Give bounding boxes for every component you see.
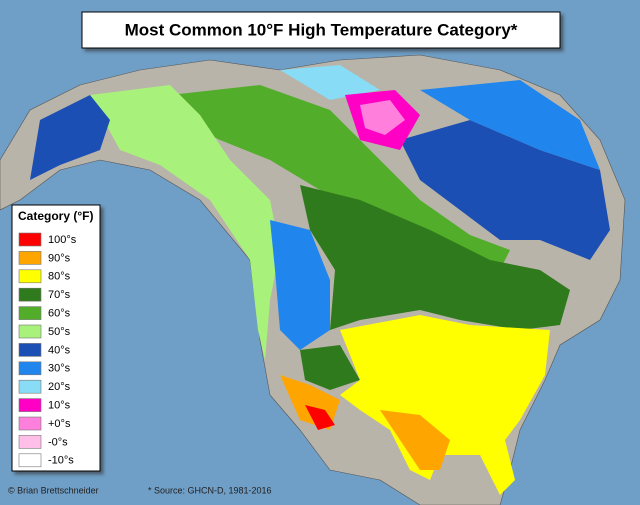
legend-swatch [18,343,42,357]
legend-swatch [18,416,42,431]
legend-label: 30°s [48,363,71,375]
category-region [400,120,610,260]
legend-label: 10°s [48,400,71,412]
legend-label: 100°s [48,234,77,246]
category-region [170,85,510,270]
legend-swatch [18,398,42,412]
legend-swatch [18,269,42,284]
legend-label: -0°s [48,436,68,448]
legend-swatch [18,232,42,247]
legend-label: 80°s [48,271,71,283]
legend-swatch [18,287,42,302]
legend-label: 20°s [48,381,71,393]
category-region [90,85,280,360]
legend-label: 60°s [48,308,71,320]
legend-swatch [18,251,42,265]
legend-swatch [18,361,42,376]
category-region [280,65,380,100]
legend-label: -10°s [48,455,74,467]
legend-label: 90°s [48,252,71,264]
legend-title: Category (°F) [18,209,93,223]
credit: © Brian Brettschneider [8,485,99,495]
category-region [360,100,405,135]
category-region [420,80,600,170]
source: * Source: GHCN-D, 1981-2016 [148,485,272,495]
legend-swatch [18,324,42,339]
legend-label: 70°s [48,289,71,301]
category-regions [30,65,610,495]
category-region [300,345,360,390]
legend-swatch [18,379,42,394]
legend: Category (°F) 100°s 90°s 80°s 70°s 60°s 50°s 4… [11,204,101,472]
legend-label: +0°s [48,418,71,430]
category-region [270,220,330,350]
legend-label: 50°s [48,326,71,338]
legend-swatch [18,453,42,468]
map-title: Most Common 10°F High Temperature Catego… [125,20,518,39]
category-region [305,405,335,430]
legend-label: 40°s [48,344,71,356]
category-region [380,410,450,470]
legend-swatch [18,435,42,449]
title-background [81,11,561,49]
category-region [30,95,110,180]
title-box: Most Common 10°F High Temperature Catego… [81,11,561,49]
category-region [300,185,570,330]
legend-swatch [18,306,42,320]
category-region [340,315,550,495]
